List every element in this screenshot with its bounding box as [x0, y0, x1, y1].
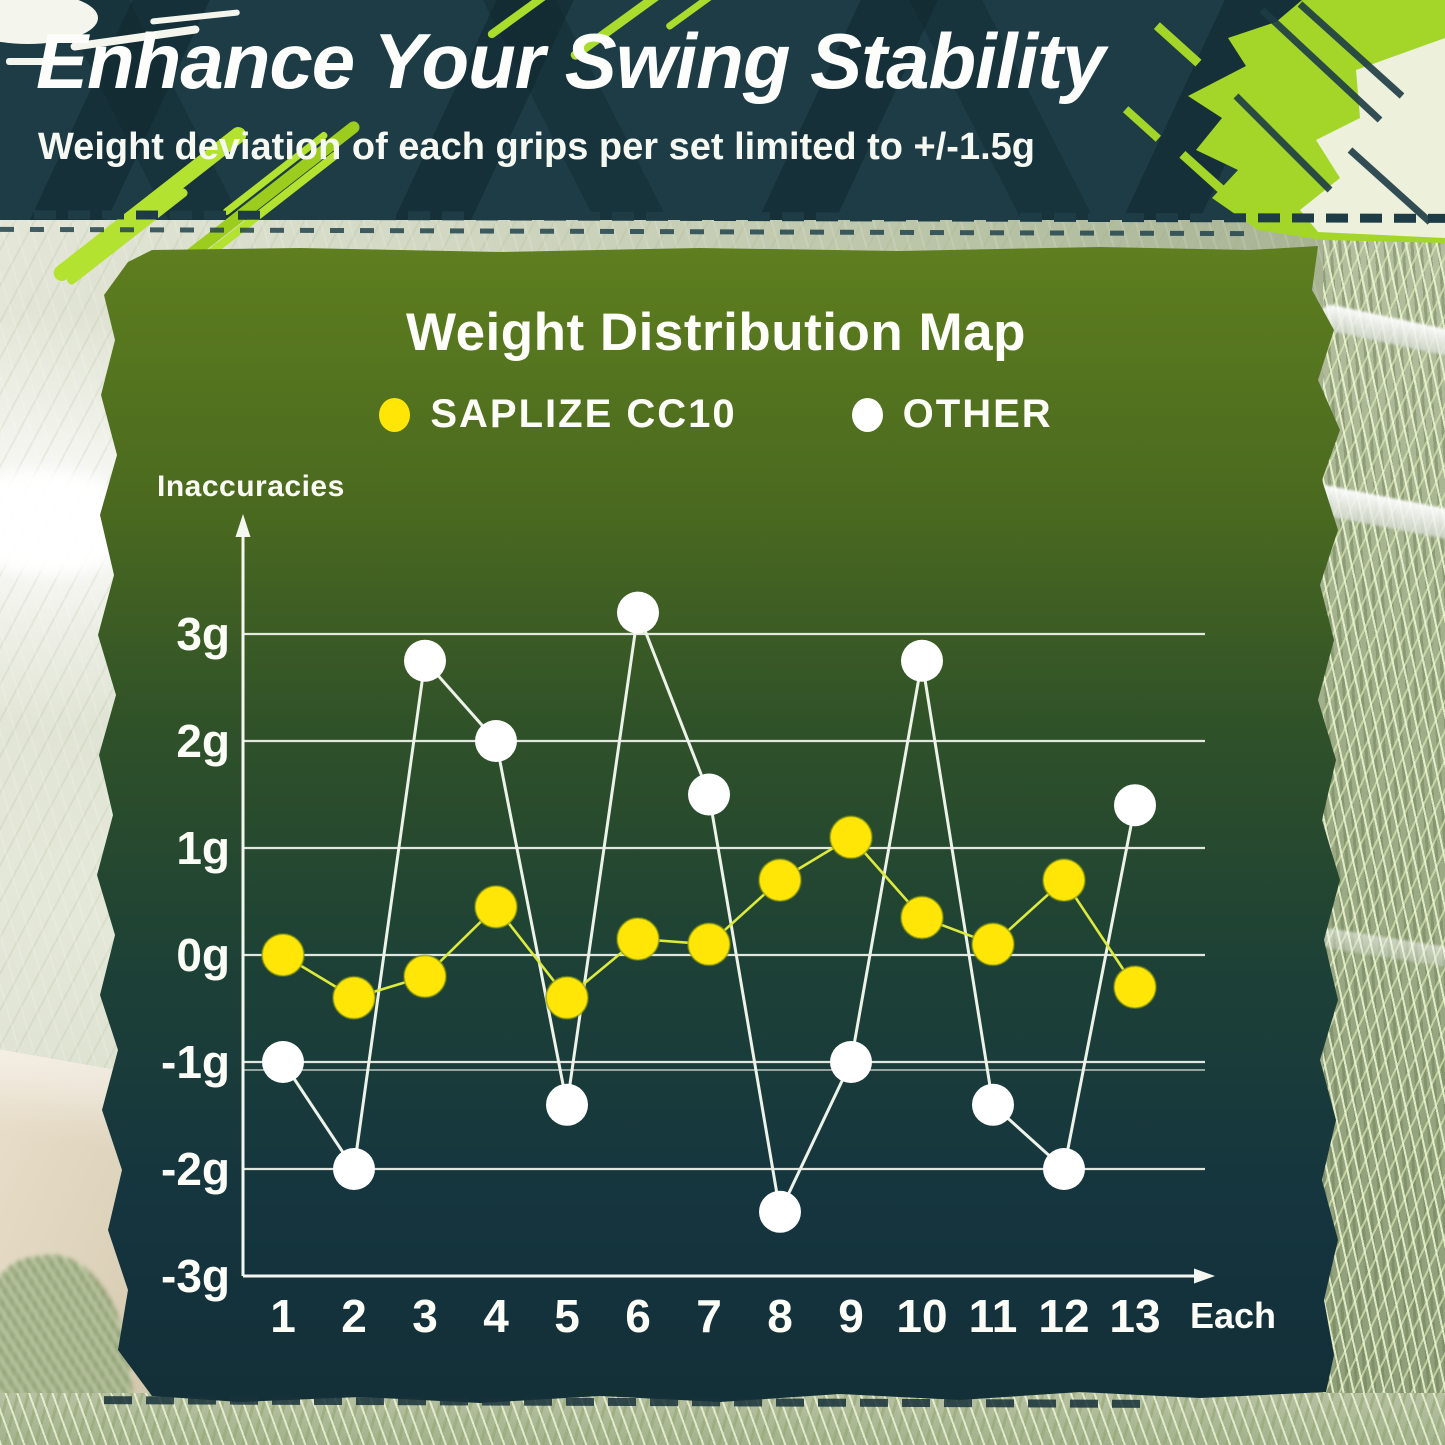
brush-stroke-art: [0, 0, 1445, 300]
point-saplize-cc10-5: [545, 975, 589, 1020]
point-saplize-cc10-2: [332, 975, 376, 1020]
chart-legend: SAPLIZE CC10 OTHER: [96, 392, 1336, 437]
legend-dot-saplize: [379, 397, 411, 432]
x-tick-label-4: 4: [483, 1290, 509, 1342]
point-saplize-cc10-10: [900, 895, 944, 940]
panel-brush-shape: [97, 246, 1340, 1403]
point-saplize-cc10-1: [261, 933, 305, 977]
legend-label-other: OTHER: [902, 392, 1053, 436]
legend-item-saplize: SAPLIZE CC10: [379, 392, 736, 437]
point-other-7: [688, 773, 730, 816]
point-other-3: [404, 639, 446, 682]
point-other-12: [1043, 1148, 1085, 1190]
point-saplize-cc10-3: [403, 954, 447, 999]
y-tick-label-3g: 3g: [176, 608, 230, 660]
point-other-11: [972, 1083, 1014, 1126]
y-tick-label--2g: -2g: [161, 1143, 230, 1195]
point-saplize-cc10-12: [1042, 858, 1086, 903]
grass-photo-right: [1323, 230, 1445, 1445]
white-paint-splatter: [0, 0, 240, 65]
y-tick-label--1g: -1g: [161, 1036, 230, 1088]
point-other-5: [546, 1083, 588, 1126]
lime-flecks: [1122, 22, 1230, 198]
point-other-9: [830, 1041, 872, 1083]
y-tick-label--3g: -3g: [161, 1250, 230, 1302]
x-tick-label-7: 7: [696, 1290, 722, 1342]
x-tick-label-5: 5: [554, 1290, 580, 1342]
point-other-2: [333, 1148, 375, 1190]
point-saplize-cc10-7: [687, 922, 731, 967]
point-saplize-cc10-8: [758, 858, 802, 903]
point-saplize-cc10-11: [971, 922, 1015, 967]
cream-paint-patch: [1300, 38, 1445, 238]
point-other-6: [617, 591, 659, 634]
y-tick-label-1g: 1g: [176, 822, 230, 874]
x-axis-title: Each: [1190, 1295, 1276, 1336]
chevron-pattern: [0, 0, 1445, 220]
y-axis-title: Inaccuracies: [157, 470, 345, 503]
x-tick-label-10: 10: [896, 1290, 947, 1342]
y-tick-label-2g: 2g: [176, 715, 230, 767]
legend-item-other: OTHER: [851, 392, 1053, 437]
point-saplize-cc10-13: [1113, 965, 1157, 1010]
x-axis-arrow: [1194, 1268, 1215, 1284]
x-tick-label-9: 9: [838, 1290, 864, 1342]
page-title: Enhance Your Swing Stability: [36, 17, 1106, 105]
x-tick-label-8: 8: [767, 1290, 793, 1342]
page-subtitle: Weight deviation of each grips per set l…: [38, 126, 1035, 168]
header-banner: [0, 0, 1445, 220]
dark-streaks-on-wedge: [1233, 1, 1433, 225]
point-other-1: [262, 1041, 304, 1083]
series-line-other: [281, 606, 1137, 1217]
lime-dashes-top: [487, 0, 725, 60]
point-other-8: [759, 1190, 801, 1233]
legend-label-saplize: SAPLIZE CC10: [430, 392, 737, 436]
legend-dot-other: [851, 397, 883, 432]
y-axis-arrow: [235, 514, 251, 537]
point-other-4: [475, 720, 517, 762]
y-tick-label-0g: 0g: [176, 929, 230, 981]
chart-title: Weight Distribution Map: [406, 303, 1026, 362]
x-tick-label-6: 6: [625, 1290, 651, 1342]
point-saplize-cc10-6: [616, 916, 660, 961]
x-tick-label-13: 13: [1109, 1290, 1160, 1342]
point-saplize-cc10-4: [474, 884, 518, 929]
x-tick-label-3: 3: [412, 1290, 438, 1342]
point-other-10: [901, 639, 943, 682]
x-tick-label-1: 1: [270, 1290, 296, 1342]
point-saplize-cc10-9: [829, 815, 873, 860]
x-tick-label-2: 2: [341, 1290, 367, 1342]
x-tick-label-11: 11: [969, 1290, 1018, 1342]
point-other-13: [1114, 784, 1156, 827]
x-tick-label-12: 12: [1038, 1290, 1089, 1342]
